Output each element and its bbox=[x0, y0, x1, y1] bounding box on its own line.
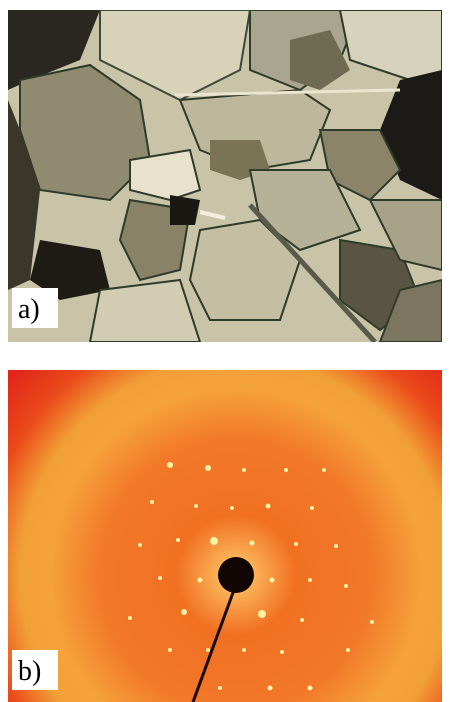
panel-label: a) bbox=[18, 294, 40, 325]
panel-label: b) bbox=[18, 656, 41, 687]
diffraction-pattern bbox=[8, 370, 442, 702]
figure: a) b) bbox=[0, 0, 450, 702]
page: a) b) (() => { const data = JSON bbox=[0, 0, 450, 702]
micrograph bbox=[8, 10, 442, 342]
